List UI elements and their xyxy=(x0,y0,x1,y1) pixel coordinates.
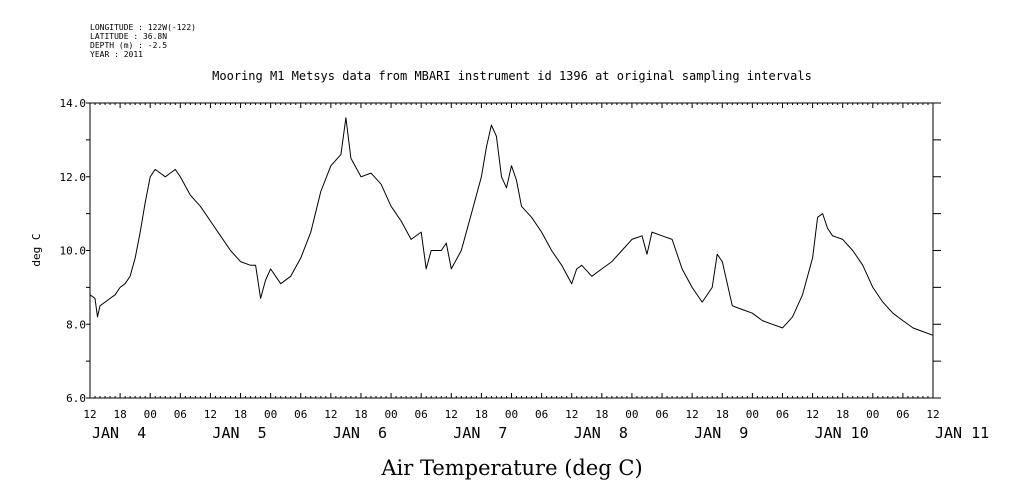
x-tick-label: 00 xyxy=(746,408,759,421)
x-day-label: JAN 10 xyxy=(815,424,869,442)
x-tick-label: 18 xyxy=(113,408,126,421)
meta-depth: DEPTH (m) : -2.5 xyxy=(90,41,167,50)
x-tick-label: 06 xyxy=(415,408,428,421)
x-tick-label: 12 xyxy=(83,408,96,421)
x-axis: 12 18 00 06 12 18 00 06 12 18 00 06 12 18 00 06 12 18 00 06… xyxy=(83,408,989,442)
x-day-label: JAN 4 xyxy=(92,424,146,442)
x-tick-label: 00 xyxy=(625,408,638,421)
x-tick-label: 12 xyxy=(324,408,337,421)
x-tick-label: 06 xyxy=(655,408,668,421)
y-tick-label: 8.0 xyxy=(66,318,86,331)
x-tick-label: 00 xyxy=(866,408,879,421)
x-tick-label: 12 xyxy=(445,408,458,421)
chart-title: Mooring M1 Metsys data from MBARI instru… xyxy=(212,69,812,83)
y-axis-label: deg C xyxy=(30,233,43,266)
meta-year: YEAR : 2011 xyxy=(90,50,143,59)
y-tick-label: 10.0 xyxy=(60,245,87,258)
x-axis-title: Air Temperature (deg C) xyxy=(380,456,642,480)
x-tick-label: 18 xyxy=(354,408,367,421)
meta-longitude: LONGITUDE : 122W(-122) xyxy=(90,23,196,32)
x-day-label: JAN 7 xyxy=(453,424,507,442)
y-tick-label: 6.0 xyxy=(66,392,86,405)
x-tick-label: 00 xyxy=(384,408,397,421)
x-tick-label: 06 xyxy=(896,408,909,421)
x-tick-label: 12 xyxy=(565,408,578,421)
y-tick-label: 14.0 xyxy=(60,97,87,110)
minor-ticks xyxy=(89,103,934,398)
x-tick-label: 00 xyxy=(505,408,518,421)
x-tick-label: 00 xyxy=(144,408,157,421)
x-tick-label: 18 xyxy=(234,408,247,421)
x-tick-label: 12 xyxy=(806,408,819,421)
x-tick-label: 12 xyxy=(686,408,699,421)
x-tick-label: 00 xyxy=(264,408,277,421)
series-layer xyxy=(89,117,934,336)
metadata-block: LONGITUDE : 122W(-122) LATITUDE : 36.8N … xyxy=(90,23,196,59)
x-tick-label: 18 xyxy=(836,408,849,421)
x-tick-label: 18 xyxy=(716,408,729,421)
x-day-label: JAN 5 xyxy=(212,424,266,442)
y-tick-label: 12.0 xyxy=(60,171,87,184)
x-tick-label: 06 xyxy=(535,408,548,421)
x-day-label: JAN 11 xyxy=(935,424,989,442)
x-day-label: JAN 9 xyxy=(694,424,748,442)
x-tick-label: 18 xyxy=(595,408,608,421)
x-tick-label: 06 xyxy=(294,408,307,421)
x-tick-label: 12 xyxy=(926,408,939,421)
x-tick-label: 12 xyxy=(204,408,217,421)
series-line-air-temperature xyxy=(89,117,934,336)
x-day-label: JAN 8 xyxy=(574,424,628,442)
x-tick-label: 06 xyxy=(776,408,789,421)
plot-frame xyxy=(89,102,934,399)
x-tick-label: 18 xyxy=(475,408,488,421)
y-axis: 6.0 8.0 10.0 12.0 14.0 xyxy=(60,97,941,405)
x-day-label: JAN 6 xyxy=(333,424,387,442)
x-tick-label: 06 xyxy=(174,408,187,421)
meta-latitude: LATITUDE : 36.8N xyxy=(90,32,167,41)
